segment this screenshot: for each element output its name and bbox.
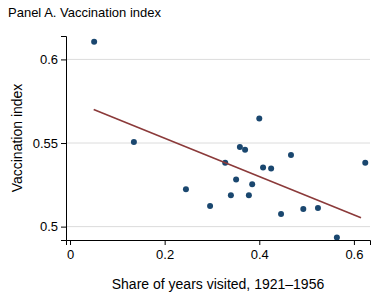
grid	[66, 59, 370, 226]
point	[300, 206, 306, 212]
point	[256, 115, 262, 121]
tick: 0.6	[345, 240, 363, 262]
tick-label: 0	[67, 247, 74, 262]
tick-label: 0.6	[345, 247, 363, 262]
axis-line	[67, 241, 371, 246]
tick-label: 0.2	[156, 247, 174, 262]
point	[91, 39, 97, 45]
point	[246, 192, 252, 198]
marks	[91, 39, 368, 240]
tick: 0.6	[40, 52, 66, 67]
tick-mark	[354, 240, 355, 245]
x-axis: 0 0.2 0.4 0.6	[67, 240, 371, 262]
point	[207, 203, 213, 209]
point	[288, 152, 294, 158]
point	[362, 160, 368, 166]
tick: 0.5	[40, 219, 66, 234]
point	[278, 211, 284, 217]
axis-line	[61, 37, 67, 241]
y-axis: 0.5 0.55 0.6	[33, 37, 67, 241]
point	[242, 147, 248, 153]
grid-line	[66, 59, 370, 60]
tick: 0.55	[33, 136, 66, 151]
tick-mark	[70, 240, 71, 245]
tick-mark	[61, 59, 66, 60]
fit-line	[94, 110, 361, 218]
point	[249, 181, 255, 187]
tick-mark	[61, 227, 66, 228]
tick: 0.4	[251, 240, 269, 262]
point	[260, 165, 266, 171]
tick-label: 0.4	[251, 247, 269, 262]
point	[237, 144, 243, 150]
point	[268, 166, 274, 172]
tick-label: 0.6	[40, 52, 58, 67]
x-axis-title: Share of years visited, 1921–1956	[112, 276, 325, 292]
tick-label: 0.55	[33, 136, 58, 151]
point	[315, 205, 321, 211]
plot: 0.5 0.55 0.6 0 0.2 0.4 0.6	[33, 37, 371, 263]
point	[233, 176, 239, 182]
title: Panel A. Vaccination index	[8, 5, 161, 20]
tick: 0	[67, 240, 74, 262]
y-axis-title: Vaccination index	[9, 84, 25, 193]
tick-mark	[259, 240, 260, 245]
chart: 0.5 0.55 0.6 0 0.2 0.4 0.6 Panel A. Vaccination…	[0, 0, 385, 299]
tick-label: 0.5	[40, 219, 58, 234]
point	[228, 192, 234, 198]
tick-mark	[61, 143, 66, 144]
point	[334, 234, 340, 240]
point	[183, 186, 189, 192]
grid-line	[66, 226, 370, 227]
point	[131, 139, 137, 145]
tick-mark	[165, 240, 166, 245]
tick: 0.2	[156, 240, 174, 262]
grid-line	[66, 143, 370, 144]
